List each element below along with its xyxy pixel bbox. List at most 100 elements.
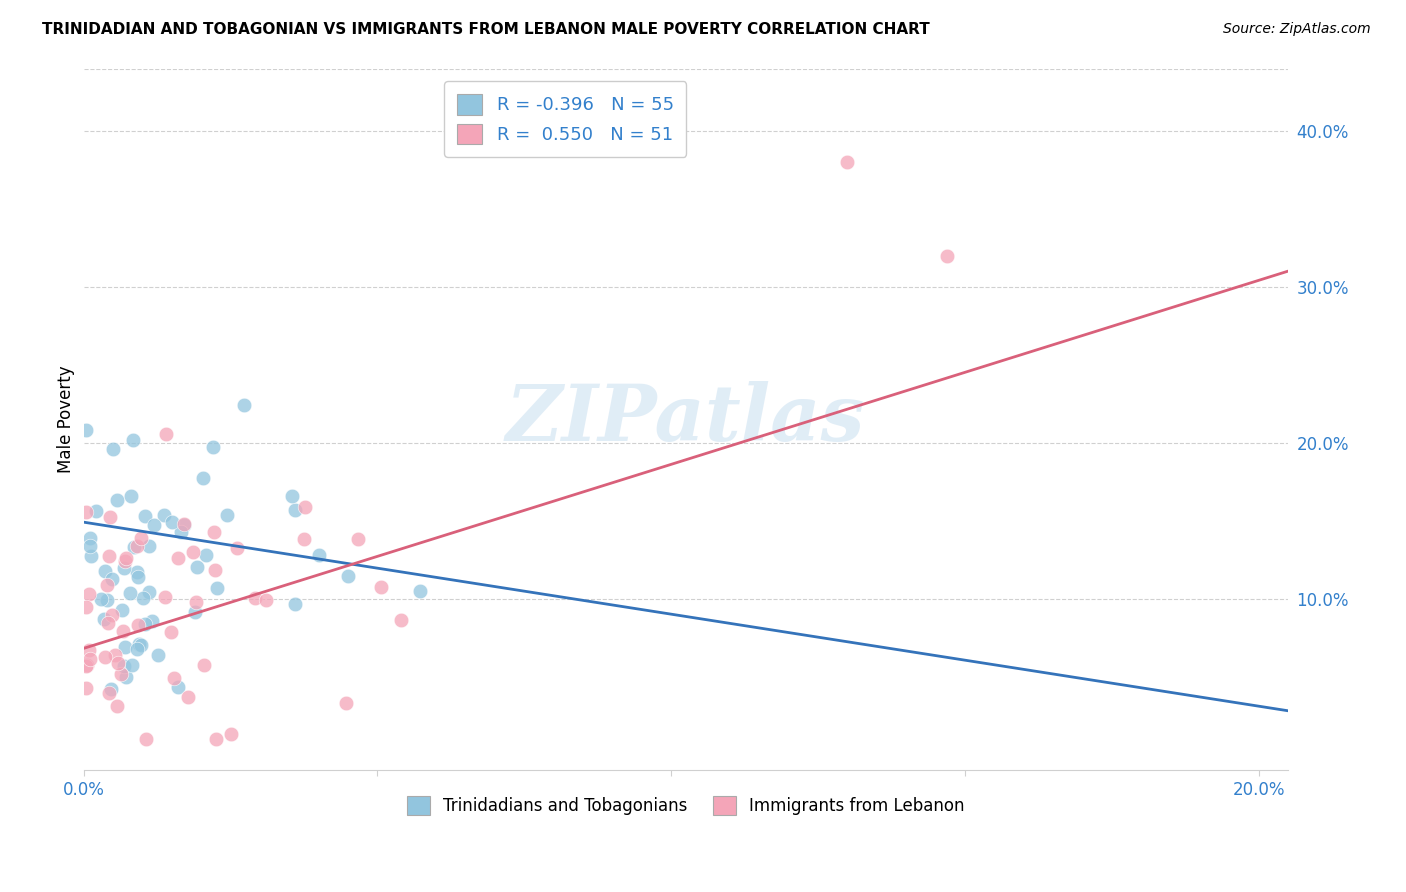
- Point: [112, 659, 135, 673]
- Point: [96, 578, 118, 592]
- Point: [284, 597, 307, 611]
- Point: [127, 570, 149, 584]
- Point: [173, 517, 195, 532]
- Point: [93, 612, 115, 626]
- Point: [107, 656, 129, 670]
- Text: ZIPatlas: ZIPatlas: [506, 381, 866, 458]
- Point: [181, 545, 204, 559]
- Point: [205, 581, 228, 595]
- Point: [155, 426, 177, 441]
- Point: [114, 554, 136, 568]
- Point: [79, 652, 101, 666]
- Legend: Trinidadians and Tobagonians, Immigrants from Lebanon: Trinidadians and Tobagonians, Immigrants…: [396, 786, 974, 825]
- Point: [111, 624, 134, 638]
- Point: [79, 549, 101, 563]
- Point: [114, 640, 136, 654]
- Point: [194, 548, 217, 562]
- Point: [138, 539, 160, 553]
- Point: [112, 560, 135, 574]
- Point: [127, 618, 149, 632]
- Point: [141, 615, 163, 629]
- Point: [103, 442, 125, 456]
- Point: [121, 657, 143, 672]
- Point: [308, 548, 330, 562]
- Point: [75, 423, 97, 437]
- Point: [98, 509, 121, 524]
- Point: [125, 565, 148, 579]
- Point: [191, 471, 214, 485]
- Point: [76, 658, 98, 673]
- Text: Source: ZipAtlas.com: Source: ZipAtlas.com: [1223, 22, 1371, 37]
- Point: [120, 490, 142, 504]
- Point: [243, 591, 266, 605]
- Point: [173, 518, 195, 533]
- Point: [107, 699, 129, 714]
- Point: [94, 650, 117, 665]
- Point: [100, 682, 122, 697]
- Point: [110, 667, 132, 681]
- Point: [114, 670, 136, 684]
- Point: [389, 613, 412, 627]
- Point: [336, 568, 359, 582]
- Point: [167, 680, 190, 694]
- Point: [193, 657, 215, 672]
- Point: [225, 541, 247, 556]
- Point: [104, 648, 127, 662]
- Point: [93, 564, 115, 578]
- Point: [96, 592, 118, 607]
- Point: [837, 155, 859, 169]
- Point: [142, 518, 165, 533]
- Point: [79, 643, 101, 657]
- Point: [129, 531, 152, 545]
- Point: [114, 550, 136, 565]
- Point: [97, 615, 120, 630]
- Point: [129, 638, 152, 652]
- Point: [166, 550, 188, 565]
- Point: [202, 525, 225, 540]
- Point: [155, 590, 177, 604]
- Point: [219, 727, 242, 741]
- Point: [186, 560, 208, 574]
- Point: [134, 616, 156, 631]
- Point: [163, 671, 186, 685]
- Point: [281, 489, 304, 503]
- Point: [284, 503, 307, 517]
- Point: [160, 625, 183, 640]
- Point: [79, 539, 101, 553]
- Point: [294, 500, 316, 515]
- Point: [215, 508, 238, 522]
- Point: [79, 531, 101, 545]
- Point: [201, 440, 224, 454]
- Point: [138, 585, 160, 599]
- Point: [370, 580, 392, 594]
- Point: [177, 690, 200, 705]
- Point: [101, 608, 124, 623]
- Point: [75, 505, 97, 519]
- Point: [936, 249, 959, 263]
- Point: [90, 592, 112, 607]
- Point: [125, 641, 148, 656]
- Point: [409, 584, 432, 599]
- Point: [170, 525, 193, 540]
- Point: [335, 697, 357, 711]
- Point: [75, 600, 97, 615]
- Point: [101, 572, 124, 586]
- Point: [111, 603, 134, 617]
- Point: [292, 532, 315, 546]
- Point: [186, 595, 208, 609]
- Point: [77, 587, 100, 601]
- Point: [121, 433, 143, 447]
- Point: [232, 398, 254, 412]
- Point: [98, 686, 121, 700]
- Point: [148, 648, 170, 662]
- Text: TRINIDADIAN AND TOBAGONIAN VS IMMIGRANTS FROM LEBANON MALE POVERTY CORRELATION C: TRINIDADIAN AND TOBAGONIAN VS IMMIGRANTS…: [42, 22, 929, 37]
- Point: [132, 591, 155, 605]
- Y-axis label: Male Poverty: Male Poverty: [58, 366, 75, 473]
- Point: [134, 508, 156, 523]
- Point: [97, 549, 120, 564]
- Point: [125, 539, 148, 553]
- Point: [75, 681, 97, 696]
- Point: [160, 515, 183, 529]
- Point: [105, 492, 128, 507]
- Point: [184, 605, 207, 619]
